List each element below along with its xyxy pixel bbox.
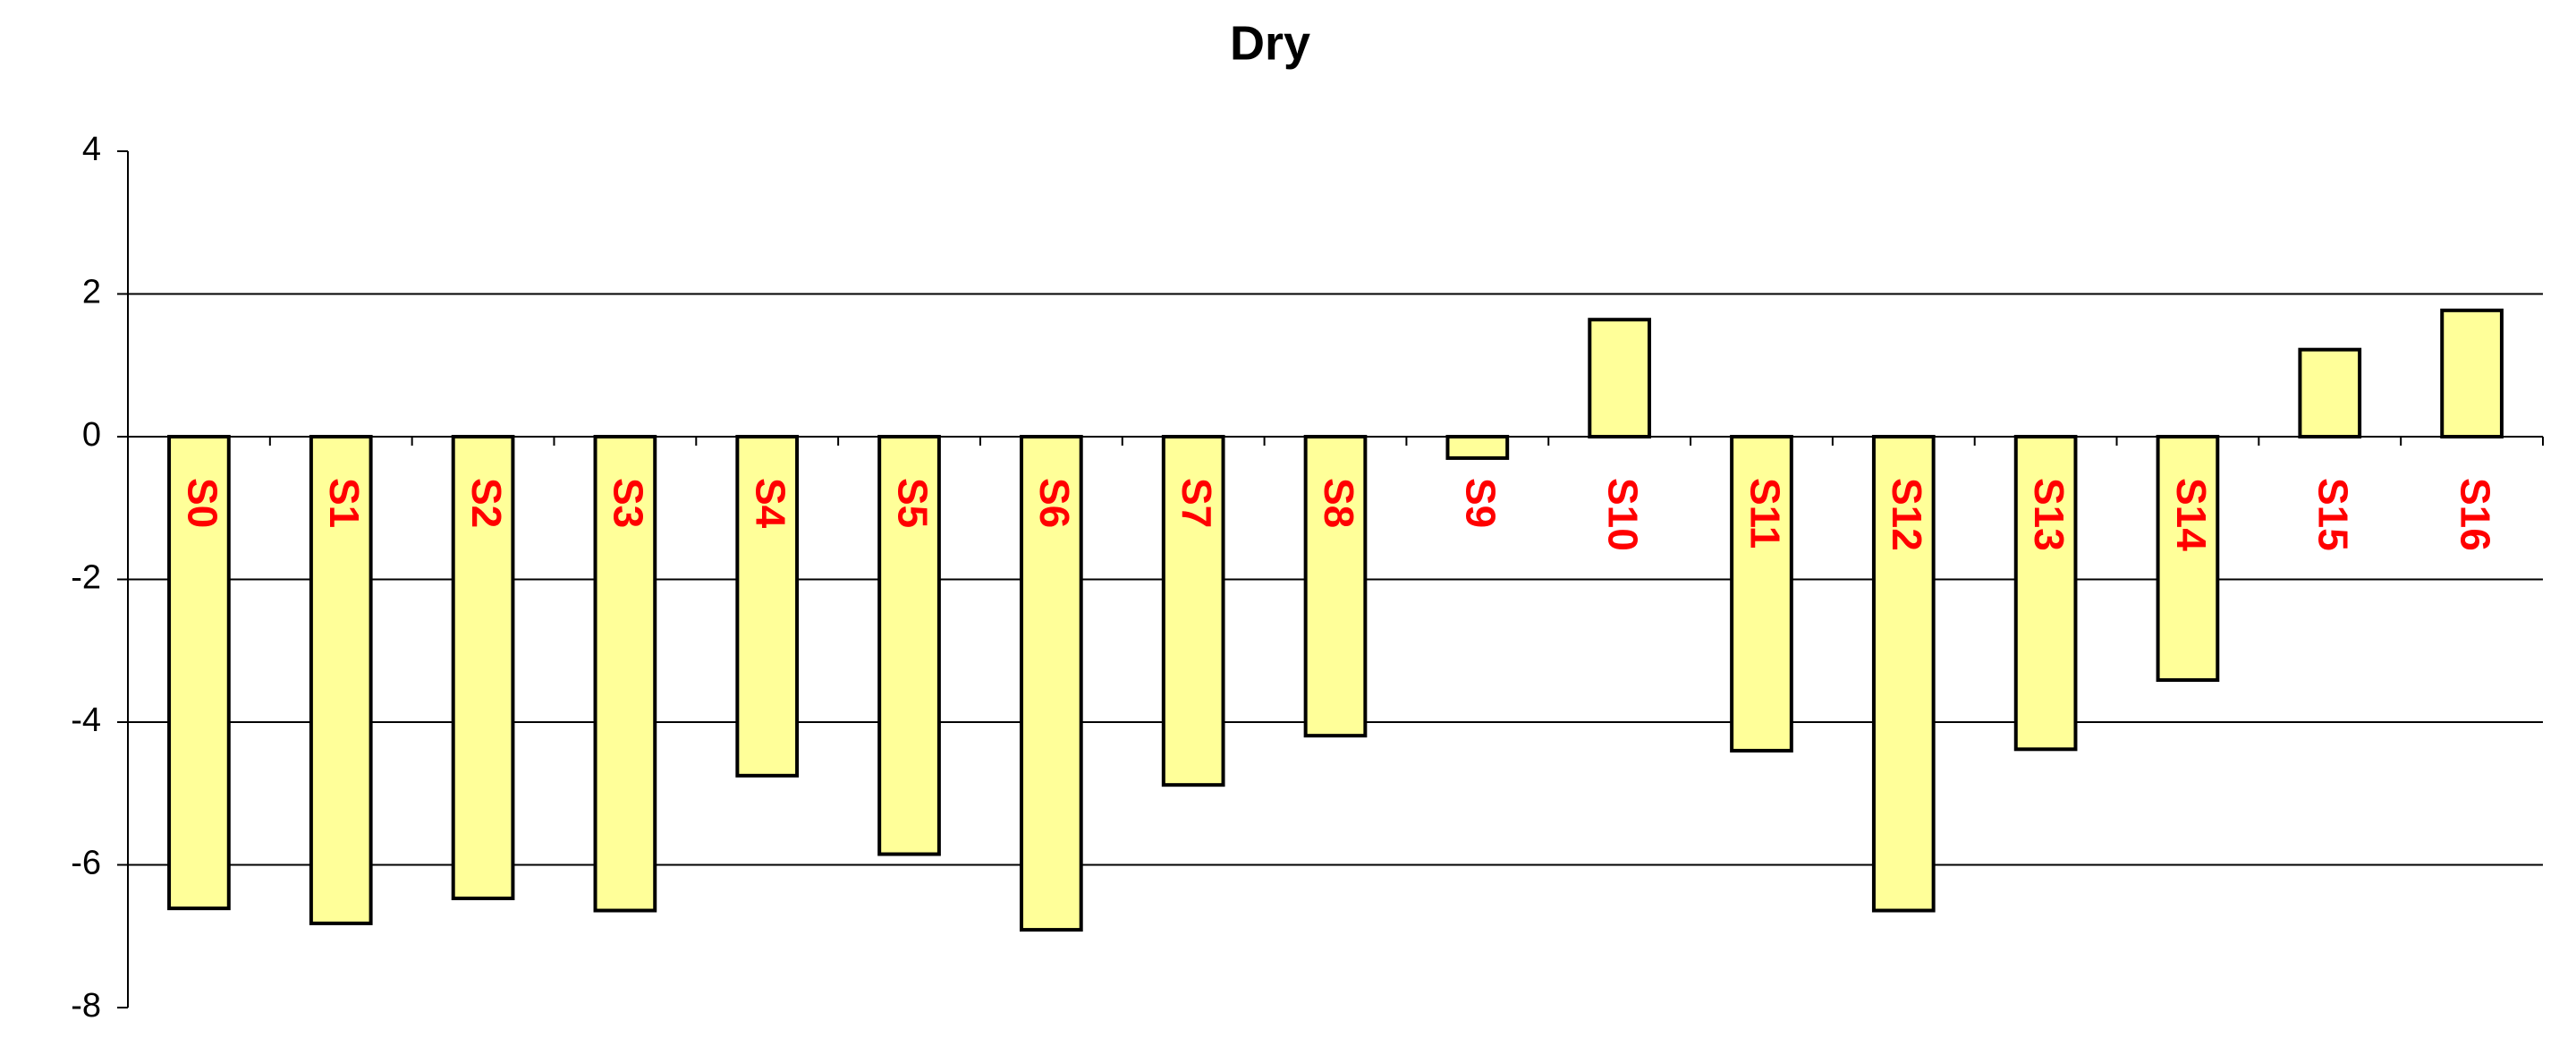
- y-tick-label: -4: [71, 702, 101, 739]
- y-tick-label: -2: [71, 559, 101, 597]
- bar: [1161, 435, 1225, 787]
- bar: [1730, 435, 1793, 753]
- y-tick-label: 4: [82, 131, 101, 168]
- bar: [1588, 318, 1651, 438]
- x-tick-label: S9: [1458, 478, 1504, 528]
- x-tick-label: S15: [2310, 478, 2357, 551]
- x-tick-label: S6: [1031, 478, 1078, 528]
- chart-title: Dry: [1230, 16, 1310, 70]
- bar: [2013, 435, 2078, 752]
- x-tick-label: S8: [1316, 478, 1362, 528]
- bar: [451, 435, 515, 900]
- bar: [309, 435, 373, 925]
- x-tick-label: S4: [748, 478, 794, 529]
- bar: [593, 435, 657, 913]
- bar: [877, 435, 941, 856]
- x-tick-label: S13: [2026, 478, 2072, 551]
- bar: [2440, 308, 2504, 438]
- x-tick-label: S3: [606, 478, 652, 528]
- bar: [167, 435, 231, 911]
- x-tick-label: S11: [1741, 478, 1788, 549]
- x-tick-label: S5: [889, 478, 936, 528]
- bar: [735, 435, 800, 778]
- y-tick-label: 2: [82, 274, 101, 311]
- bar: [1303, 435, 1368, 738]
- y-tick-label: 0: [82, 416, 101, 454]
- y-tick-label: -8: [71, 987, 101, 1025]
- bar: [2156, 435, 2220, 682]
- bar: [1445, 435, 1510, 460]
- x-tick-label: S10: [1599, 478, 1646, 551]
- x-tick-label: S14: [2168, 478, 2215, 551]
- x-tick-label: S0: [179, 478, 225, 528]
- x-tick-label: S1: [321, 478, 368, 528]
- x-tick-label: S12: [1884, 478, 1930, 551]
- bar: [2298, 347, 2362, 438]
- bar: [1871, 435, 1936, 913]
- x-tick-label: S16: [2452, 478, 2498, 551]
- x-tick-label: S7: [1174, 478, 1220, 528]
- bar: [1020, 435, 1083, 932]
- y-tick-label: -6: [71, 845, 101, 882]
- x-tick-label: S2: [463, 478, 510, 528]
